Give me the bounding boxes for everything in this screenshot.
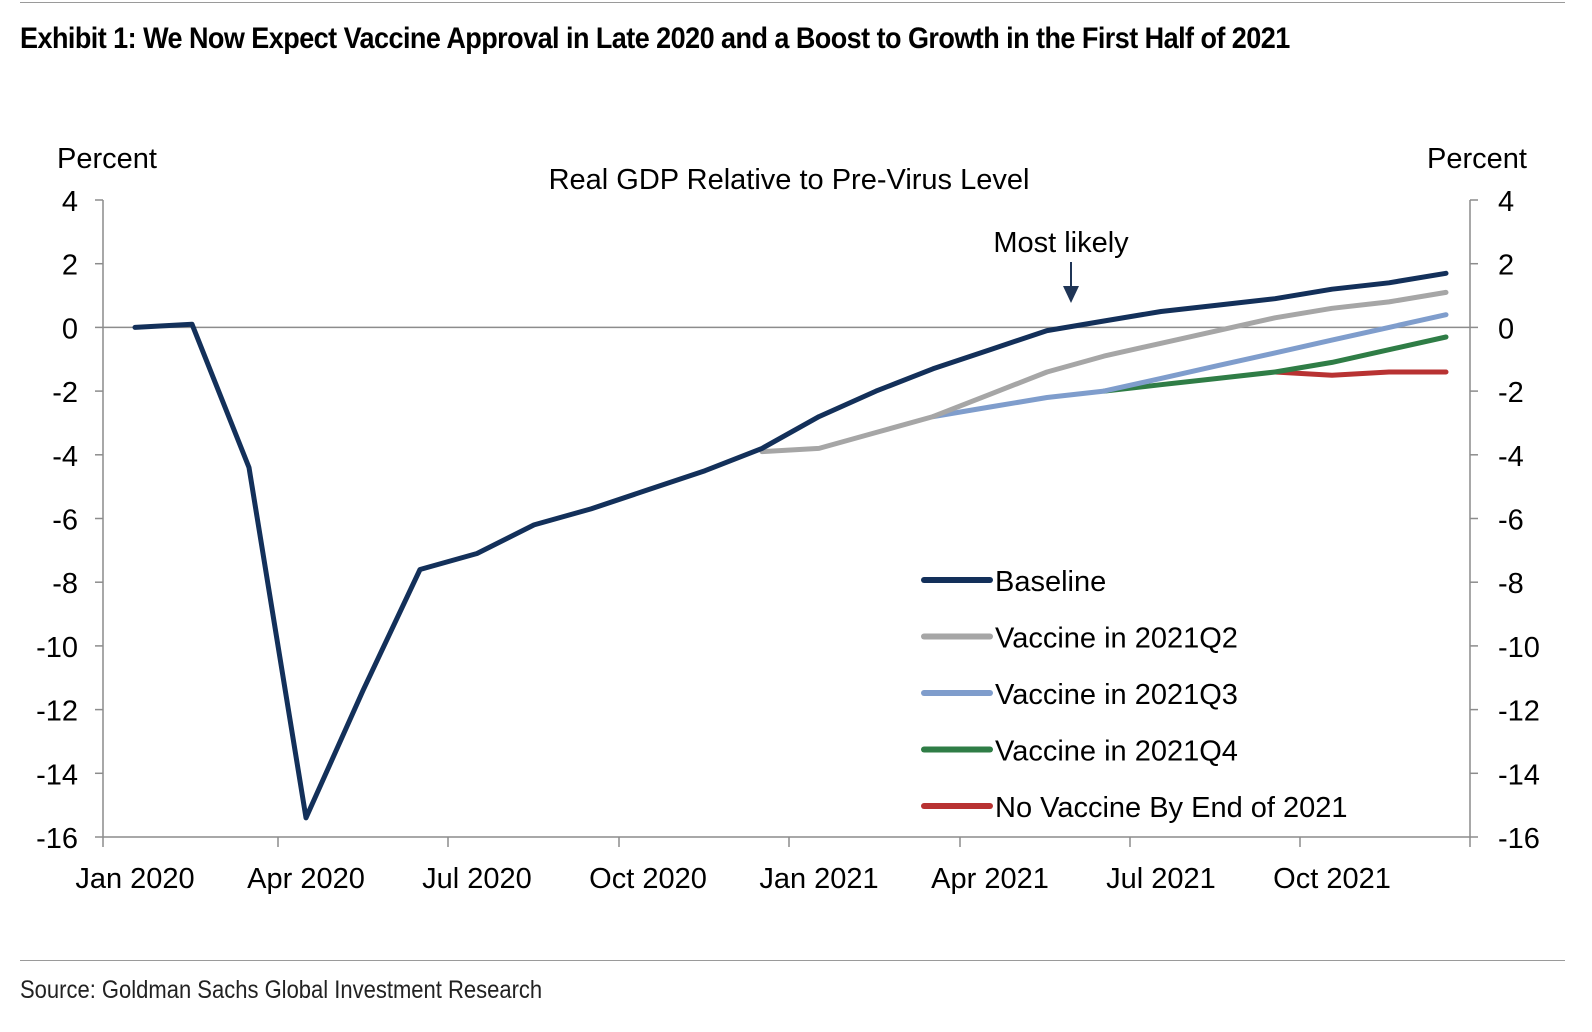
y-tick-label-right: -16	[1498, 823, 1540, 855]
source-note: Source: Goldman Sachs Global Investment …	[20, 976, 543, 1004]
y-tick-label-left: -4	[52, 441, 78, 473]
y-tick-label-left: -6	[52, 505, 78, 537]
y-tick-label-right: -2	[1498, 377, 1524, 409]
top-rule	[20, 2, 1565, 3]
x-tick-label: Jul 2021	[1106, 863, 1216, 895]
legend: Baseline Vaccine in 2021Q2 Vaccine in 2021…	[921, 566, 1348, 824]
x-tick-label: Oct 2020	[589, 863, 707, 895]
annotation: Most likely	[993, 227, 1129, 303]
y-tick-label-left: -12	[36, 696, 78, 728]
legend-label-baseline: Baseline	[995, 566, 1106, 598]
y-tick-label-left: -16	[36, 823, 78, 855]
y-tick-label-left: 0	[62, 313, 78, 345]
legend-label-vaccine-in-2021q3: Vaccine in 2021Q3	[995, 679, 1238, 711]
y-tick-label-right: -4	[1498, 441, 1524, 473]
series-line-no-vaccine-by-end-of-2021	[1272, 369, 1449, 378]
series-line-vaccine-in-2021q4	[1101, 334, 1449, 394]
x-tick-label: Jul 2020	[422, 863, 532, 895]
y-tick-label-right: -6	[1498, 505, 1524, 537]
legend-label-no-vaccine-by-end-of-2021: No Vaccine By End of 2021	[995, 792, 1348, 824]
y-tick-label-left: -10	[36, 632, 78, 664]
legend-label-vaccine-in-2021q2: Vaccine in 2021Q2	[995, 623, 1238, 655]
series-line-baseline	[132, 270, 1449, 821]
y-tick-label-left: 2	[62, 250, 78, 282]
y-tick-label-right: 4	[1498, 186, 1514, 218]
y-tick-label-left: -2	[52, 377, 78, 409]
y-tick-label-right: -12	[1498, 696, 1540, 728]
x-tick-label: Oct 2021	[1273, 863, 1391, 895]
chart-title: Real GDP Relative to Pre-Virus Level	[549, 164, 1030, 196]
x-tick-label: Apr 2020	[247, 863, 365, 895]
annotation-label: Most likely	[993, 227, 1129, 259]
y-axis-title-right: Percent	[1427, 143, 1527, 175]
series-line-vaccine-in-2021q2	[759, 289, 1449, 455]
annotation-arrow-head	[1063, 286, 1079, 303]
y-tick-label-right: -14	[1498, 759, 1540, 791]
x-tick-label: Jan 2020	[75, 863, 194, 895]
y-tick-label-left: -14	[36, 759, 78, 791]
series-line-vaccine-in-2021q3	[930, 312, 1449, 420]
y-tick-label-left: 4	[62, 186, 78, 218]
axes-layer: 4 4 2 2 0 0 -2 -2 -4 -4 -6 -6 -8 -8 -10 -10 -12 -12 -14 -14…	[36, 143, 1540, 895]
y-tick-label-right: 2	[1498, 250, 1514, 282]
exhibit-title: Exhibit 1: We Now Expect Vaccine Approva…	[20, 22, 1290, 55]
y-tick-label-right: -8	[1498, 568, 1524, 600]
y-axis-title-left: Percent	[57, 143, 157, 175]
legend-label-vaccine-in-2021q4: Vaccine in 2021Q4	[995, 736, 1238, 768]
y-tick-label-right: -10	[1498, 632, 1540, 664]
bottom-rule	[20, 960, 1565, 961]
x-tick-label: Apr 2021	[931, 863, 1049, 895]
y-tick-label-right: 0	[1498, 313, 1514, 345]
series-layer	[132, 270, 1449, 821]
x-tick-label: Jan 2021	[759, 863, 878, 895]
y-tick-label-left: -8	[52, 568, 78, 600]
